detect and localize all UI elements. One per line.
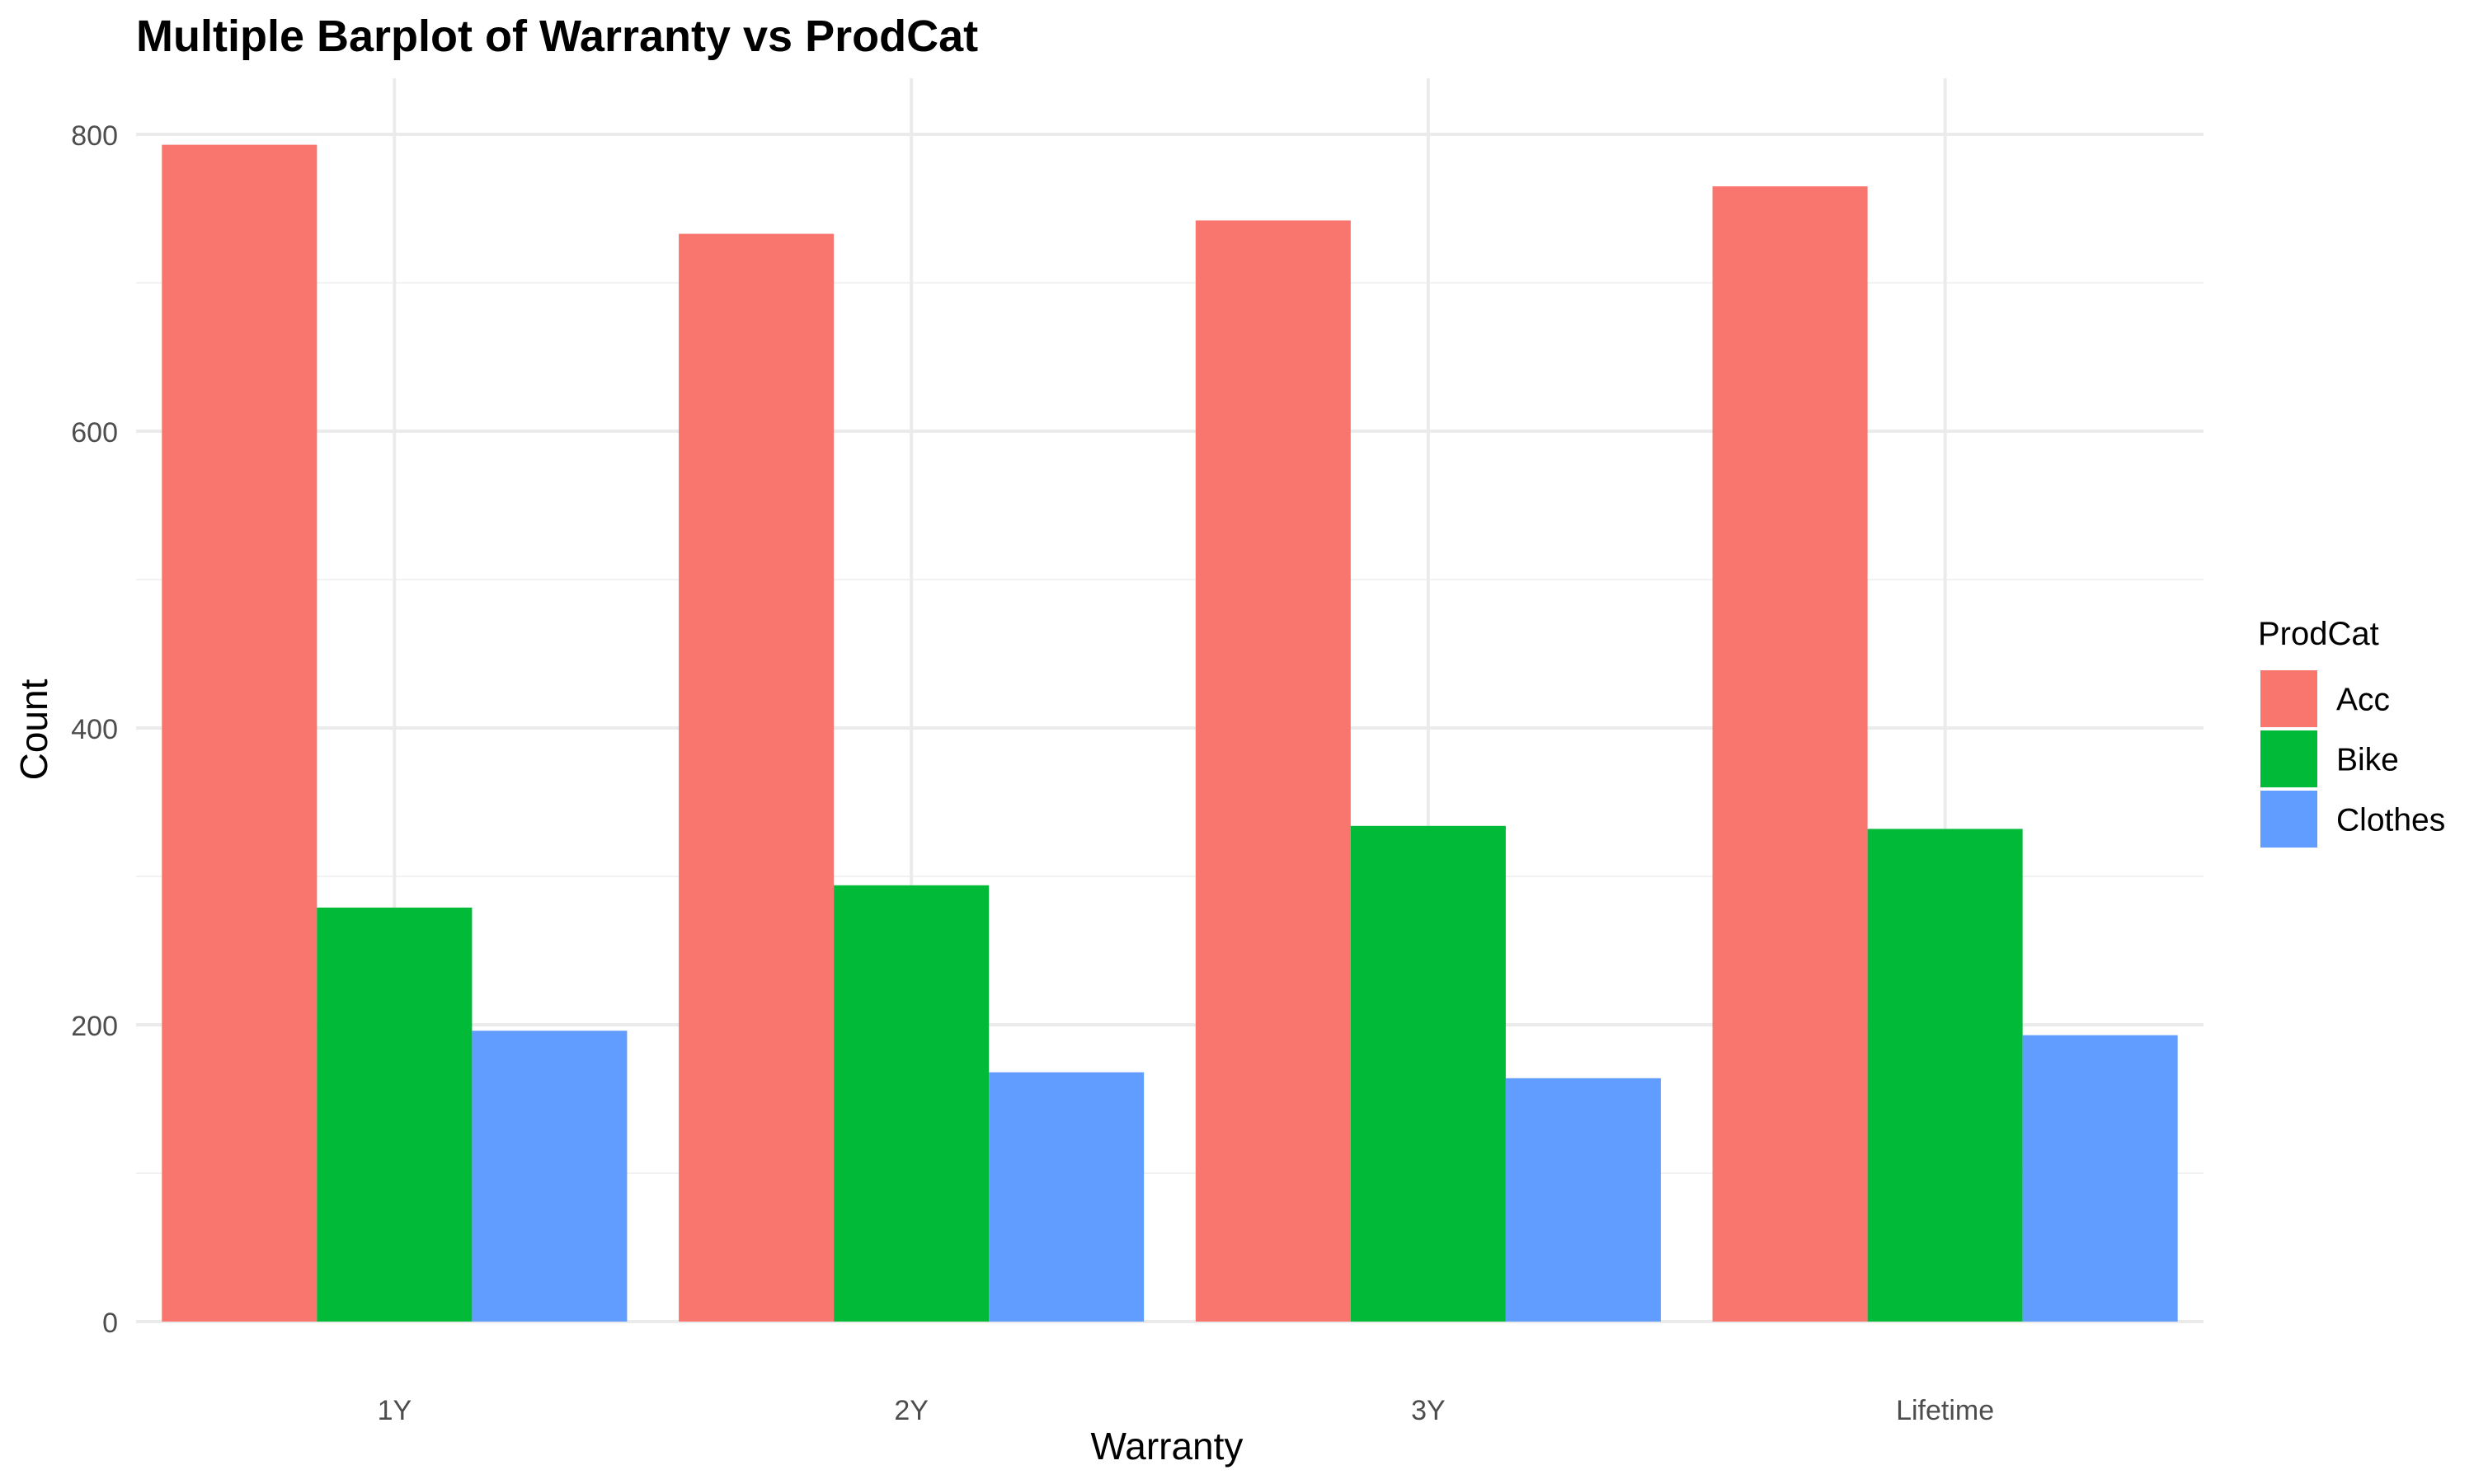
- bars: [162, 144, 2178, 1322]
- legend: ProdCat Acc Bike Clothes: [2258, 616, 2445, 848]
- bar-clothes-1y: [472, 1031, 628, 1322]
- bar-clothes-2y: [989, 1072, 1145, 1322]
- y-axis-ticks: 0 200 400 600 800: [71, 120, 118, 1339]
- y-tick-label: 200: [71, 1011, 118, 1042]
- bar-bike-lifetime: [1867, 829, 2023, 1322]
- bar-acc-1y: [162, 144, 317, 1322]
- bar-bike-1y: [317, 907, 473, 1322]
- x-axis-ticks: 1Y 2Y 3Y Lifetime: [378, 1395, 1995, 1426]
- legend-title: ProdCat: [2258, 616, 2379, 652]
- bar-clothes-lifetime: [2022, 1035, 2178, 1322]
- x-tick-label: 1Y: [378, 1395, 412, 1426]
- bar-clothes-3y: [1505, 1078, 1661, 1322]
- x-axis-title: Warranty: [1091, 1425, 1244, 1468]
- bar-acc-2y: [679, 233, 835, 1322]
- legend-label-clothes: Clothes: [2336, 803, 2445, 838]
- bar-bike-2y: [834, 885, 990, 1322]
- x-tick-label: 3Y: [1411, 1395, 1446, 1426]
- legend-key-clothes: [2260, 791, 2317, 848]
- legend-key-acc: [2260, 670, 2317, 727]
- bar-acc-lifetime: [1712, 186, 1868, 1322]
- legend-key-bike: [2260, 730, 2317, 787]
- y-tick-label: 0: [102, 1308, 118, 1339]
- bar-acc-3y: [1195, 220, 1351, 1322]
- chart-title: Multiple Barplot of Warranty vs ProdCat: [136, 12, 978, 61]
- bar-bike-3y: [1350, 825, 1506, 1322]
- y-axis-title: Count: [12, 679, 55, 780]
- legend-label-bike: Bike: [2336, 743, 2399, 778]
- y-tick-label: 400: [71, 714, 118, 745]
- y-tick-label: 600: [71, 417, 118, 448]
- y-tick-label: 800: [71, 120, 118, 152]
- x-tick-label: 2Y: [894, 1395, 929, 1426]
- legend-label-acc: Acc: [2336, 683, 2390, 718]
- x-tick-label: Lifetime: [1896, 1395, 1994, 1426]
